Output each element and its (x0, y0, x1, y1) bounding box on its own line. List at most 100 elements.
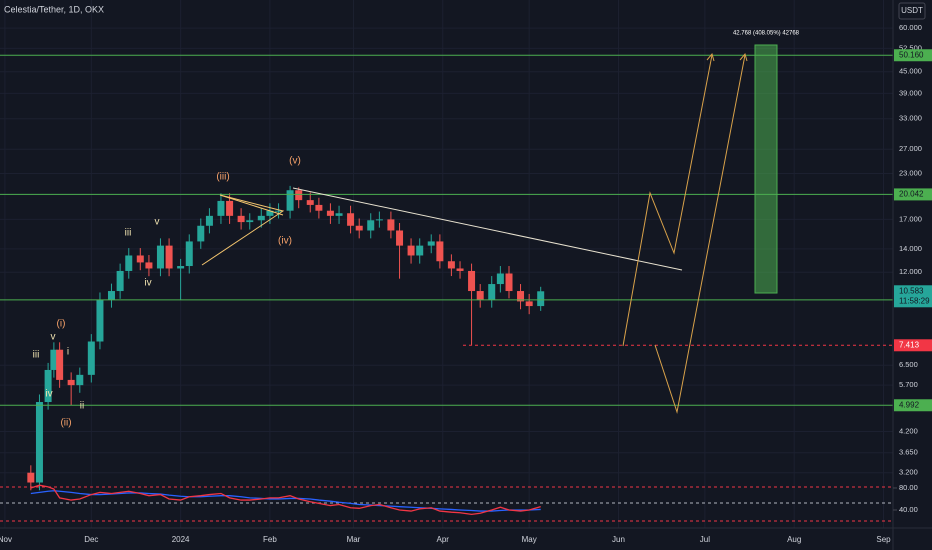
x-tick-label: 2024 (172, 535, 190, 544)
candle-body (107, 291, 115, 300)
candle-body (237, 215, 245, 223)
y-tick-label: 14.000 (899, 244, 922, 253)
x-tick-label: Feb (263, 535, 277, 544)
candle-body (496, 273, 504, 285)
last-price-badge (894, 285, 932, 308)
measure-label: 42.768 (408.05%) 42768 (733, 31, 800, 37)
candle-body (35, 402, 43, 483)
y-tick-label: 4.200 (899, 426, 918, 435)
x-tick-label: Dec (84, 535, 98, 544)
candle-body (367, 220, 375, 231)
y-tick-label: 3.200 (899, 468, 918, 477)
candle-body (125, 255, 133, 271)
candle-body (326, 210, 334, 216)
y-tick-label: 52.500 (899, 43, 922, 52)
triangle (201, 194, 285, 266)
rsi-tick-label: 40.00 (899, 505, 918, 514)
trend-line (292, 187, 683, 271)
candle-body (205, 215, 213, 226)
countdown: 11:58:29 (899, 296, 930, 305)
y-tick-label: 45.000 (899, 67, 922, 76)
wave-label: (ii) (60, 418, 71, 429)
rsi-tick-label: 80.00 (899, 483, 918, 492)
candle-body (517, 291, 525, 302)
candle-body (335, 213, 343, 216)
wave-label: iii (125, 228, 132, 239)
y-tick-label: 60.000 (899, 23, 922, 32)
level-badge (894, 49, 932, 62)
y-tick-label: 6.500 (899, 360, 918, 369)
wave-label: iv (45, 389, 52, 400)
wave-label: v (155, 217, 160, 228)
candle-body (156, 245, 164, 269)
candle-body (177, 266, 185, 269)
candle-body (56, 349, 64, 380)
y-tick-label: 5.700 (899, 380, 918, 389)
candle-body (217, 200, 225, 216)
candle-body (355, 225, 363, 231)
candle-body (44, 369, 52, 403)
level-badge (894, 399, 932, 412)
candle-body (197, 225, 205, 242)
wave-label: v (51, 332, 56, 343)
candle-body (246, 220, 254, 223)
x-tick-label: Apr (437, 535, 450, 544)
x-tick-label: Jun (612, 535, 625, 544)
arrow-head (739, 52, 748, 62)
y-tick-label: 3.650 (899, 448, 918, 457)
candle-body (27, 472, 35, 483)
candle-body (295, 190, 303, 201)
candle-body (185, 241, 193, 267)
candle-body (315, 204, 323, 211)
candle-body (468, 270, 476, 292)
level-badge (894, 188, 932, 201)
last-price-label: 10.583 (899, 286, 924, 295)
level-label: 4.992 (899, 400, 920, 409)
arrow-head (706, 52, 715, 62)
candle-body (136, 255, 144, 263)
wave-label: (iii) (216, 172, 229, 183)
level-label: 20.042 (899, 190, 924, 199)
candle-body (416, 245, 424, 256)
candle-body (266, 210, 274, 216)
candle-body (525, 301, 533, 307)
candle-body (116, 270, 124, 292)
level-label: 7.413 (899, 340, 920, 349)
candle-body (488, 284, 496, 300)
candle-body (347, 213, 355, 226)
y-tick-label: 27.000 (899, 144, 922, 153)
level-badge (894, 339, 932, 352)
currency: USDT (901, 6, 923, 15)
candle-body (87, 341, 95, 375)
candle-body (375, 219, 383, 221)
candle-body (396, 230, 404, 246)
rsi-line (30, 484, 541, 516)
currency-box (898, 2, 926, 20)
candle-body (50, 349, 58, 370)
drawings (201, 44, 778, 414)
candle-body (436, 241, 444, 262)
wave-label: (v) (289, 156, 301, 167)
wave-label: iii (33, 350, 40, 361)
measure-box (754, 44, 778, 294)
candle-body (306, 200, 314, 205)
candle-body (407, 245, 415, 256)
y-tick-label: 17.000 (899, 214, 922, 223)
projection (622, 54, 713, 347)
wave-label: ii (80, 401, 84, 412)
candle-body (476, 291, 484, 300)
y-tick-label: 12.000 (899, 267, 922, 276)
candle-body (275, 210, 283, 212)
candle-body (447, 261, 455, 269)
candle-body (76, 374, 84, 386)
candle-body (537, 291, 545, 307)
y-tick-label: 33.000 (899, 114, 922, 123)
candle-body (387, 219, 395, 231)
rsi-ma (30, 490, 541, 512)
projection (654, 54, 746, 414)
x-tick-label: Aug (787, 535, 801, 544)
x-tick-label: Nov (0, 535, 12, 544)
y-tick-label: 39.000 (899, 88, 922, 97)
